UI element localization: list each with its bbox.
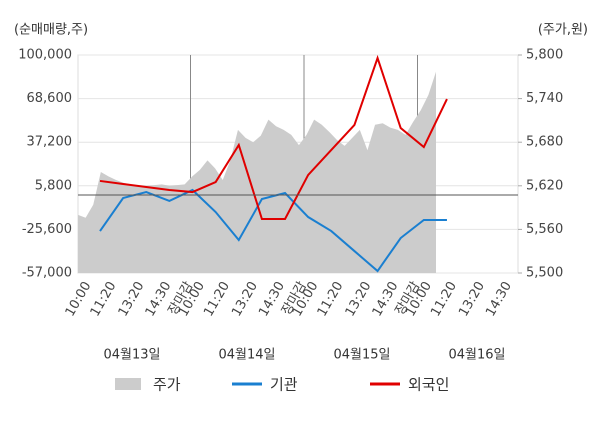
y2-tick-label: 5,800 <box>526 48 563 63</box>
date-label: 04월14일 <box>218 348 275 363</box>
x-tick-label: 11:20 <box>88 279 120 319</box>
legend-swatch <box>115 378 141 390</box>
y-tick-label: -57,000 <box>22 266 72 281</box>
series-line <box>99 188 447 273</box>
price-area <box>78 71 436 273</box>
y2-tick-label: 5,620 <box>526 178 563 193</box>
x-tick-label: 13:20 <box>343 279 375 319</box>
y-tick-label: 100,000 <box>18 48 72 63</box>
x-tick-label: 13:20 <box>456 279 488 319</box>
y-tick-label: 5,800 <box>35 178 72 193</box>
legend-item: 외국인 <box>370 376 449 394</box>
y2-tick-label: 5,500 <box>526 266 563 281</box>
series-line <box>99 54 448 220</box>
legend-label: 외국인 <box>408 376 449 394</box>
x-tick-label: 11:20 <box>201 279 233 319</box>
date-label: 04월16일 <box>448 348 505 363</box>
y-tick-label: 68,600 <box>27 91 73 106</box>
legend-item: 주가 <box>115 376 181 394</box>
y-axis-label: (순매매량,주) <box>14 23 88 38</box>
legend-item: 기관 <box>232 376 298 394</box>
x-tick-label: 13:20 <box>116 279 148 319</box>
date-label: 04월13일 <box>103 348 160 363</box>
x-tick-label: 13:20 <box>229 279 261 319</box>
y-tick-label: 37,200 <box>27 135 73 150</box>
legend-label: 주가 <box>153 376 181 394</box>
x-tick-label: 14:30 <box>483 279 515 319</box>
y2-axis-label: (주가,원) <box>538 23 588 38</box>
x-tick-label: 11:20 <box>315 279 347 319</box>
y2-tick-label: 5,740 <box>526 91 563 106</box>
legend-label: 기관 <box>270 376 298 394</box>
y-tick-label: -25,600 <box>22 222 72 237</box>
date-label: 04월15일 <box>333 348 390 363</box>
y2-tick-label: 5,560 <box>526 222 563 237</box>
x-tick-label: 11:20 <box>428 279 460 319</box>
y2-tick-label: 5,680 <box>526 135 563 150</box>
